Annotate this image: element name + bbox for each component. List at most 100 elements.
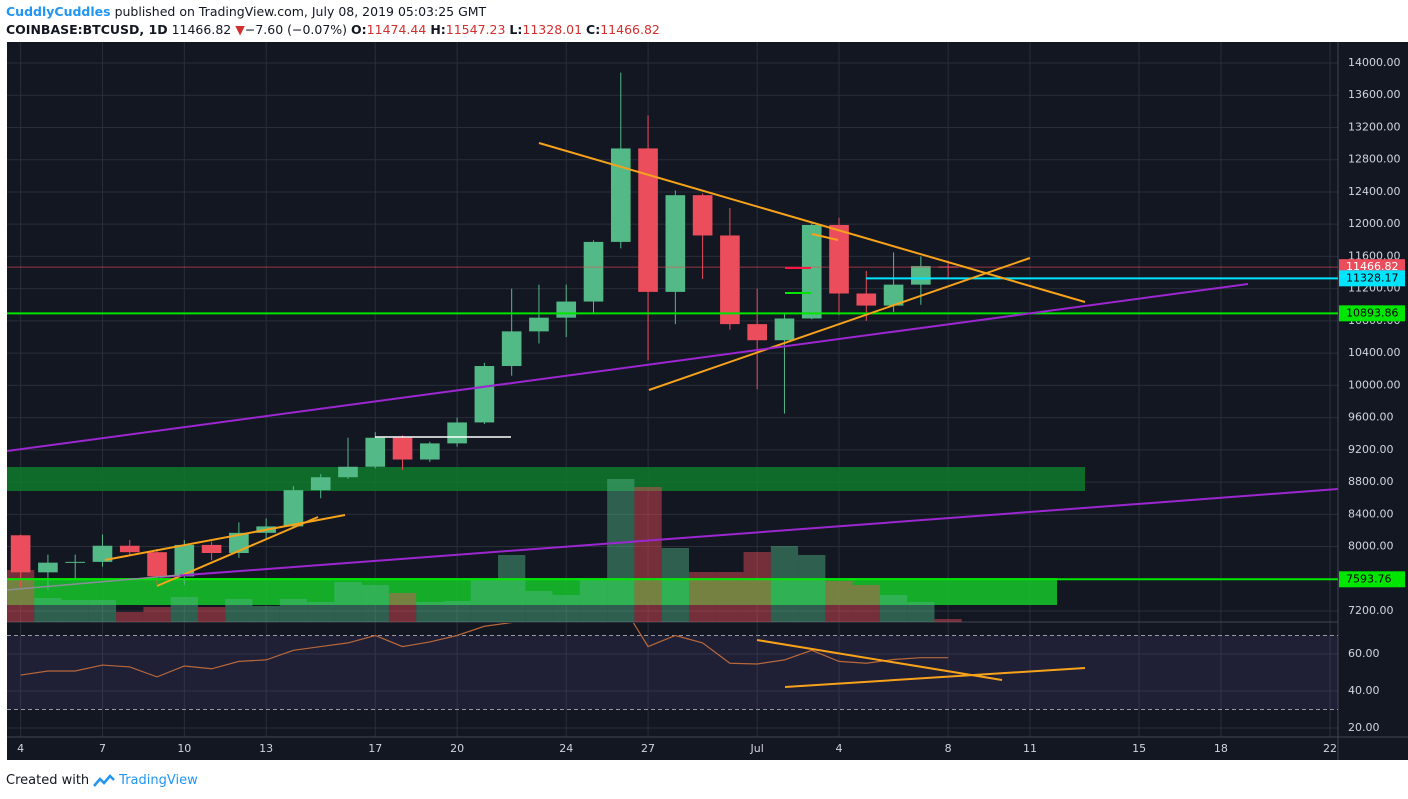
candle-body [447,422,467,444]
header-line: CuddlyCuddles published on TradingView.c… [6,4,486,19]
price-label-bg [1339,305,1405,322]
volume-bar [470,580,499,622]
y-tick-label: 9200.00 [1348,443,1394,456]
volume-bar [34,598,62,622]
trend-line[interactable] [784,667,1086,688]
rsi-line [20,623,949,678]
trend-line[interactable] [7,574,181,591]
y-tick-label: 10400.00 [1348,346,1401,359]
author[interactable]: CuddlyCuddles [6,4,111,19]
y-tick-label: 12000.00 [1348,217,1401,230]
y-tick-label: 10000.00 [1348,378,1401,391]
candle-body [147,552,167,577]
arrow: ▼ [235,22,245,37]
trend-line[interactable] [7,283,1249,452]
volume-bar [879,595,908,622]
volume-bar [552,595,580,622]
y-tick-label: 13600.00 [1348,88,1401,101]
published: published on TradingView.com, July 08, 2… [114,4,487,19]
volume-bar [634,487,662,622]
x-tick-label: 7 [99,742,106,755]
x-tick-label: 4 [17,742,24,755]
candle-body [338,466,358,478]
volume [7,479,962,622]
volume-bar [116,612,144,622]
candle-body [720,235,740,325]
trend-line[interactable] [159,488,1338,578]
l-value: 11328.01 [522,22,583,37]
price-label: 7593.76 [1346,572,1392,585]
trend-line[interactable] [648,257,1031,391]
volume-bar [307,602,335,622]
candle-body [365,437,386,467]
zone [7,578,1057,605]
volume-bar [579,580,608,622]
candle-body [665,195,686,292]
y-tick-label: 40.00 [1348,684,1380,697]
footer: Created with TradingView [6,773,198,788]
trend-line[interactable] [811,233,839,241]
brand[interactable]: TradingView [119,773,198,788]
volume-bar [361,585,389,622]
volume-bar [143,607,171,622]
c-value: 11466.82 [600,22,660,37]
volume-bar [716,572,744,622]
chart: 47101317202427Jul48111518227200.007600.0… [7,42,1408,760]
candle-body [65,561,86,563]
last: 11466.82 [171,22,232,37]
h-value: 11547.23 [445,22,506,37]
x-tick-label: 20 [450,742,464,755]
candle-body [501,331,522,367]
candle-body [283,490,304,527]
rsi [20,623,949,678]
x-tick-label: 8 [945,742,952,755]
logo [93,773,116,787]
candle-body [911,266,931,285]
volume-bar [334,582,362,622]
h-label: H: [430,22,446,37]
candle-body [747,324,767,341]
volume-bar [197,607,226,622]
rsi-band [7,635,1338,710]
x-tick-label: 13 [259,742,273,755]
candle-body [856,293,877,306]
y-tick-label: 9600.00 [1348,411,1394,424]
candle-body [92,545,113,562]
volume-bar [825,581,853,622]
c-label: C: [586,22,601,37]
candle-body [420,443,440,460]
y-tick-label: 8400.00 [1348,507,1394,520]
header-ohlc: COINBASE:BTCUSD, 1D 11466.82 ▼−7.60 (−0.… [6,22,660,37]
y-tick-label: 14000.00 [1348,56,1401,69]
rsi-drawings [756,639,1086,688]
volume-bar [443,601,471,622]
y-tick-label: 7200.00 [1348,604,1394,617]
volume-bar [525,591,553,622]
x-tick-label: 22 [1323,742,1337,755]
candle-body [38,562,58,573]
zone [7,467,1085,491]
l-label: L: [509,22,523,37]
y-tick-label: 12400.00 [1348,185,1401,198]
volume-bar [252,606,280,622]
trend-line[interactable] [538,142,1086,303]
y-tick-label: 8000.00 [1348,540,1394,553]
x-tick-label: 24 [559,742,573,755]
price-label-bg [1339,571,1405,588]
x-tick-label: 17 [368,742,382,755]
footer-text: Created with [6,773,90,788]
candle-body [556,301,577,318]
volume-bar [934,619,962,622]
price-label: 11328.17 [1346,271,1399,284]
trend-line[interactable] [756,639,1003,681]
volume-bar [770,546,799,622]
x-tick-label: 4 [836,742,843,755]
candle-body [583,241,604,302]
volume-bar [498,555,526,622]
candle-body [638,148,658,292]
candle-body [610,148,631,242]
volume-bar [661,548,689,622]
candle-body [310,477,331,491]
volume-bar [798,555,826,622]
